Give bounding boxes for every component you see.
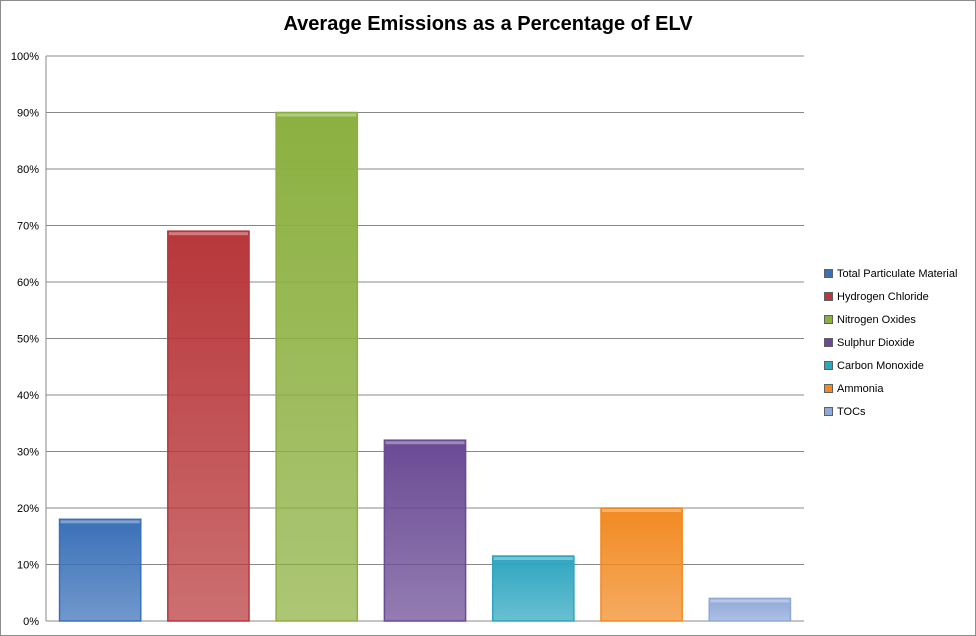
y-tick-label: 30% bbox=[17, 447, 39, 459]
y-tick-label: 90% bbox=[17, 108, 39, 120]
bar-highlight bbox=[601, 509, 682, 512]
legend-swatch bbox=[824, 315, 833, 324]
legend-label: TOCs bbox=[837, 405, 866, 418]
legend: Total Particulate Material Hydrogen Chlor… bbox=[824, 262, 974, 423]
legend-item: Nitrogen Oxides bbox=[824, 308, 974, 331]
legend-swatch bbox=[824, 407, 833, 416]
legend-item: Carbon Monoxide bbox=[824, 354, 974, 377]
bar-sulphur-dioxide bbox=[383, 439, 467, 622]
y-axis-ticks: 0% 10% 20% 30% 40% 50% 60% 70% 80% 90% 100% bbox=[11, 51, 39, 628]
legend-swatch bbox=[824, 338, 833, 347]
legend-item: TOCs bbox=[824, 400, 974, 423]
y-tick-label: 60% bbox=[17, 277, 39, 289]
legend-swatch bbox=[824, 361, 833, 370]
legend-swatch bbox=[824, 292, 833, 301]
legend-item: Total Particulate Material bbox=[824, 262, 974, 285]
legend-label: Hydrogen Chloride bbox=[837, 290, 929, 303]
bar-highlight bbox=[385, 441, 465, 445]
bar-highlight bbox=[277, 113, 357, 117]
legend-swatch bbox=[824, 269, 833, 278]
legend-label: Sulphur Dioxide bbox=[837, 336, 915, 349]
bar-tocs bbox=[708, 597, 792, 622]
y-tick-label: 20% bbox=[17, 503, 39, 515]
y-tick-label: 40% bbox=[17, 390, 39, 402]
legend-label: Ammonia bbox=[837, 382, 884, 395]
bar-highlight bbox=[493, 557, 573, 561]
legend-item: Sulphur Dioxide bbox=[824, 331, 974, 354]
legend-item: Ammonia bbox=[824, 377, 974, 400]
y-tick-label: 100% bbox=[11, 51, 39, 63]
legend-swatch bbox=[824, 384, 833, 393]
bars bbox=[58, 111, 792, 622]
legend-label: Nitrogen Oxides bbox=[837, 313, 916, 326]
bar-hydrogen-chloride bbox=[167, 230, 250, 622]
legend-label: Carbon Monoxide bbox=[837, 359, 924, 372]
bar-highlight bbox=[710, 599, 790, 603]
bar-highlight bbox=[60, 520, 140, 524]
y-tick-label: 0% bbox=[23, 616, 39, 628]
y-tick-label: 70% bbox=[17, 221, 39, 233]
y-tick-label: 50% bbox=[17, 334, 39, 346]
bar-ammonia bbox=[600, 507, 683, 622]
bar-carbon-monoxide bbox=[491, 555, 575, 622]
y-tick-label: 80% bbox=[17, 164, 39, 176]
bar-total-particulate-material bbox=[58, 518, 142, 622]
chart-title: Average Emissions as a Percentage of ELV bbox=[283, 13, 693, 35]
bar-nitrogen-oxides bbox=[275, 111, 359, 622]
legend-label: Total Particulate Material bbox=[837, 267, 958, 280]
bar-highlight bbox=[168, 232, 249, 236]
y-tick-label: 10% bbox=[17, 560, 39, 572]
legend-item: Hydrogen Chloride bbox=[824, 285, 974, 308]
